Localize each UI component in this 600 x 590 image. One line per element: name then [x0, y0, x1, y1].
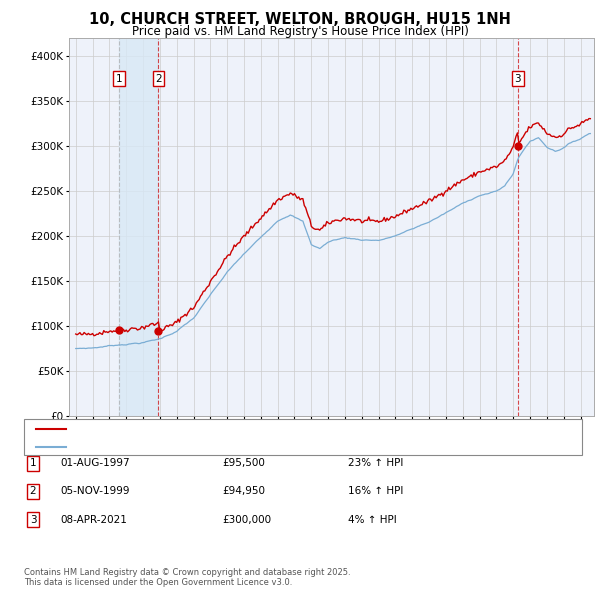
- Text: £94,950: £94,950: [222, 487, 265, 496]
- Text: £95,500: £95,500: [222, 458, 265, 468]
- Text: 10, CHURCH STREET, WELTON, BROUGH, HU15 1NH (detached house): 10, CHURCH STREET, WELTON, BROUGH, HU15 …: [72, 424, 415, 434]
- Bar: [119, 38, 158, 416]
- Text: 4% ↑ HPI: 4% ↑ HPI: [348, 515, 397, 525]
- Text: 01-AUG-1997: 01-AUG-1997: [60, 458, 130, 468]
- Text: £300,000: £300,000: [222, 515, 271, 525]
- Text: 23% ↑ HPI: 23% ↑ HPI: [348, 458, 403, 468]
- Text: Price paid vs. HM Land Registry's House Price Index (HPI): Price paid vs. HM Land Registry's House …: [131, 25, 469, 38]
- Text: 08-APR-2021: 08-APR-2021: [60, 515, 127, 525]
- Text: 1: 1: [116, 74, 122, 84]
- Text: HPI: Average price, detached house, East Riding of Yorkshire: HPI: Average price, detached house, East…: [72, 442, 367, 451]
- Text: 2: 2: [155, 74, 162, 84]
- Text: 16% ↑ HPI: 16% ↑ HPI: [348, 487, 403, 496]
- Text: 05-NOV-1999: 05-NOV-1999: [60, 487, 130, 496]
- Text: 3: 3: [29, 515, 37, 525]
- Text: 1: 1: [29, 458, 37, 468]
- Text: Contains HM Land Registry data © Crown copyright and database right 2025.
This d: Contains HM Land Registry data © Crown c…: [24, 568, 350, 587]
- Text: 3: 3: [514, 74, 521, 84]
- Text: 2: 2: [29, 487, 37, 496]
- Text: 10, CHURCH STREET, WELTON, BROUGH, HU15 1NH: 10, CHURCH STREET, WELTON, BROUGH, HU15 …: [89, 12, 511, 27]
